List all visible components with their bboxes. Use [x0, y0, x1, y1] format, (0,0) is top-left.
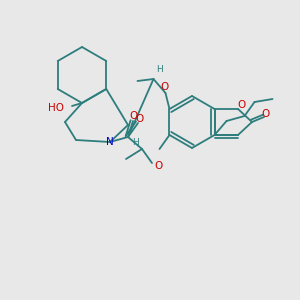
Text: H: H	[132, 138, 139, 147]
Text: O: O	[160, 82, 169, 92]
Text: O: O	[262, 109, 270, 119]
Text: HO: HO	[48, 103, 64, 113]
Text: O: O	[237, 100, 245, 110]
Text: N: N	[106, 137, 114, 147]
Text: O: O	[136, 114, 144, 124]
Text: O: O	[154, 161, 162, 171]
Text: H: H	[157, 65, 163, 74]
Text: O: O	[130, 111, 138, 121]
